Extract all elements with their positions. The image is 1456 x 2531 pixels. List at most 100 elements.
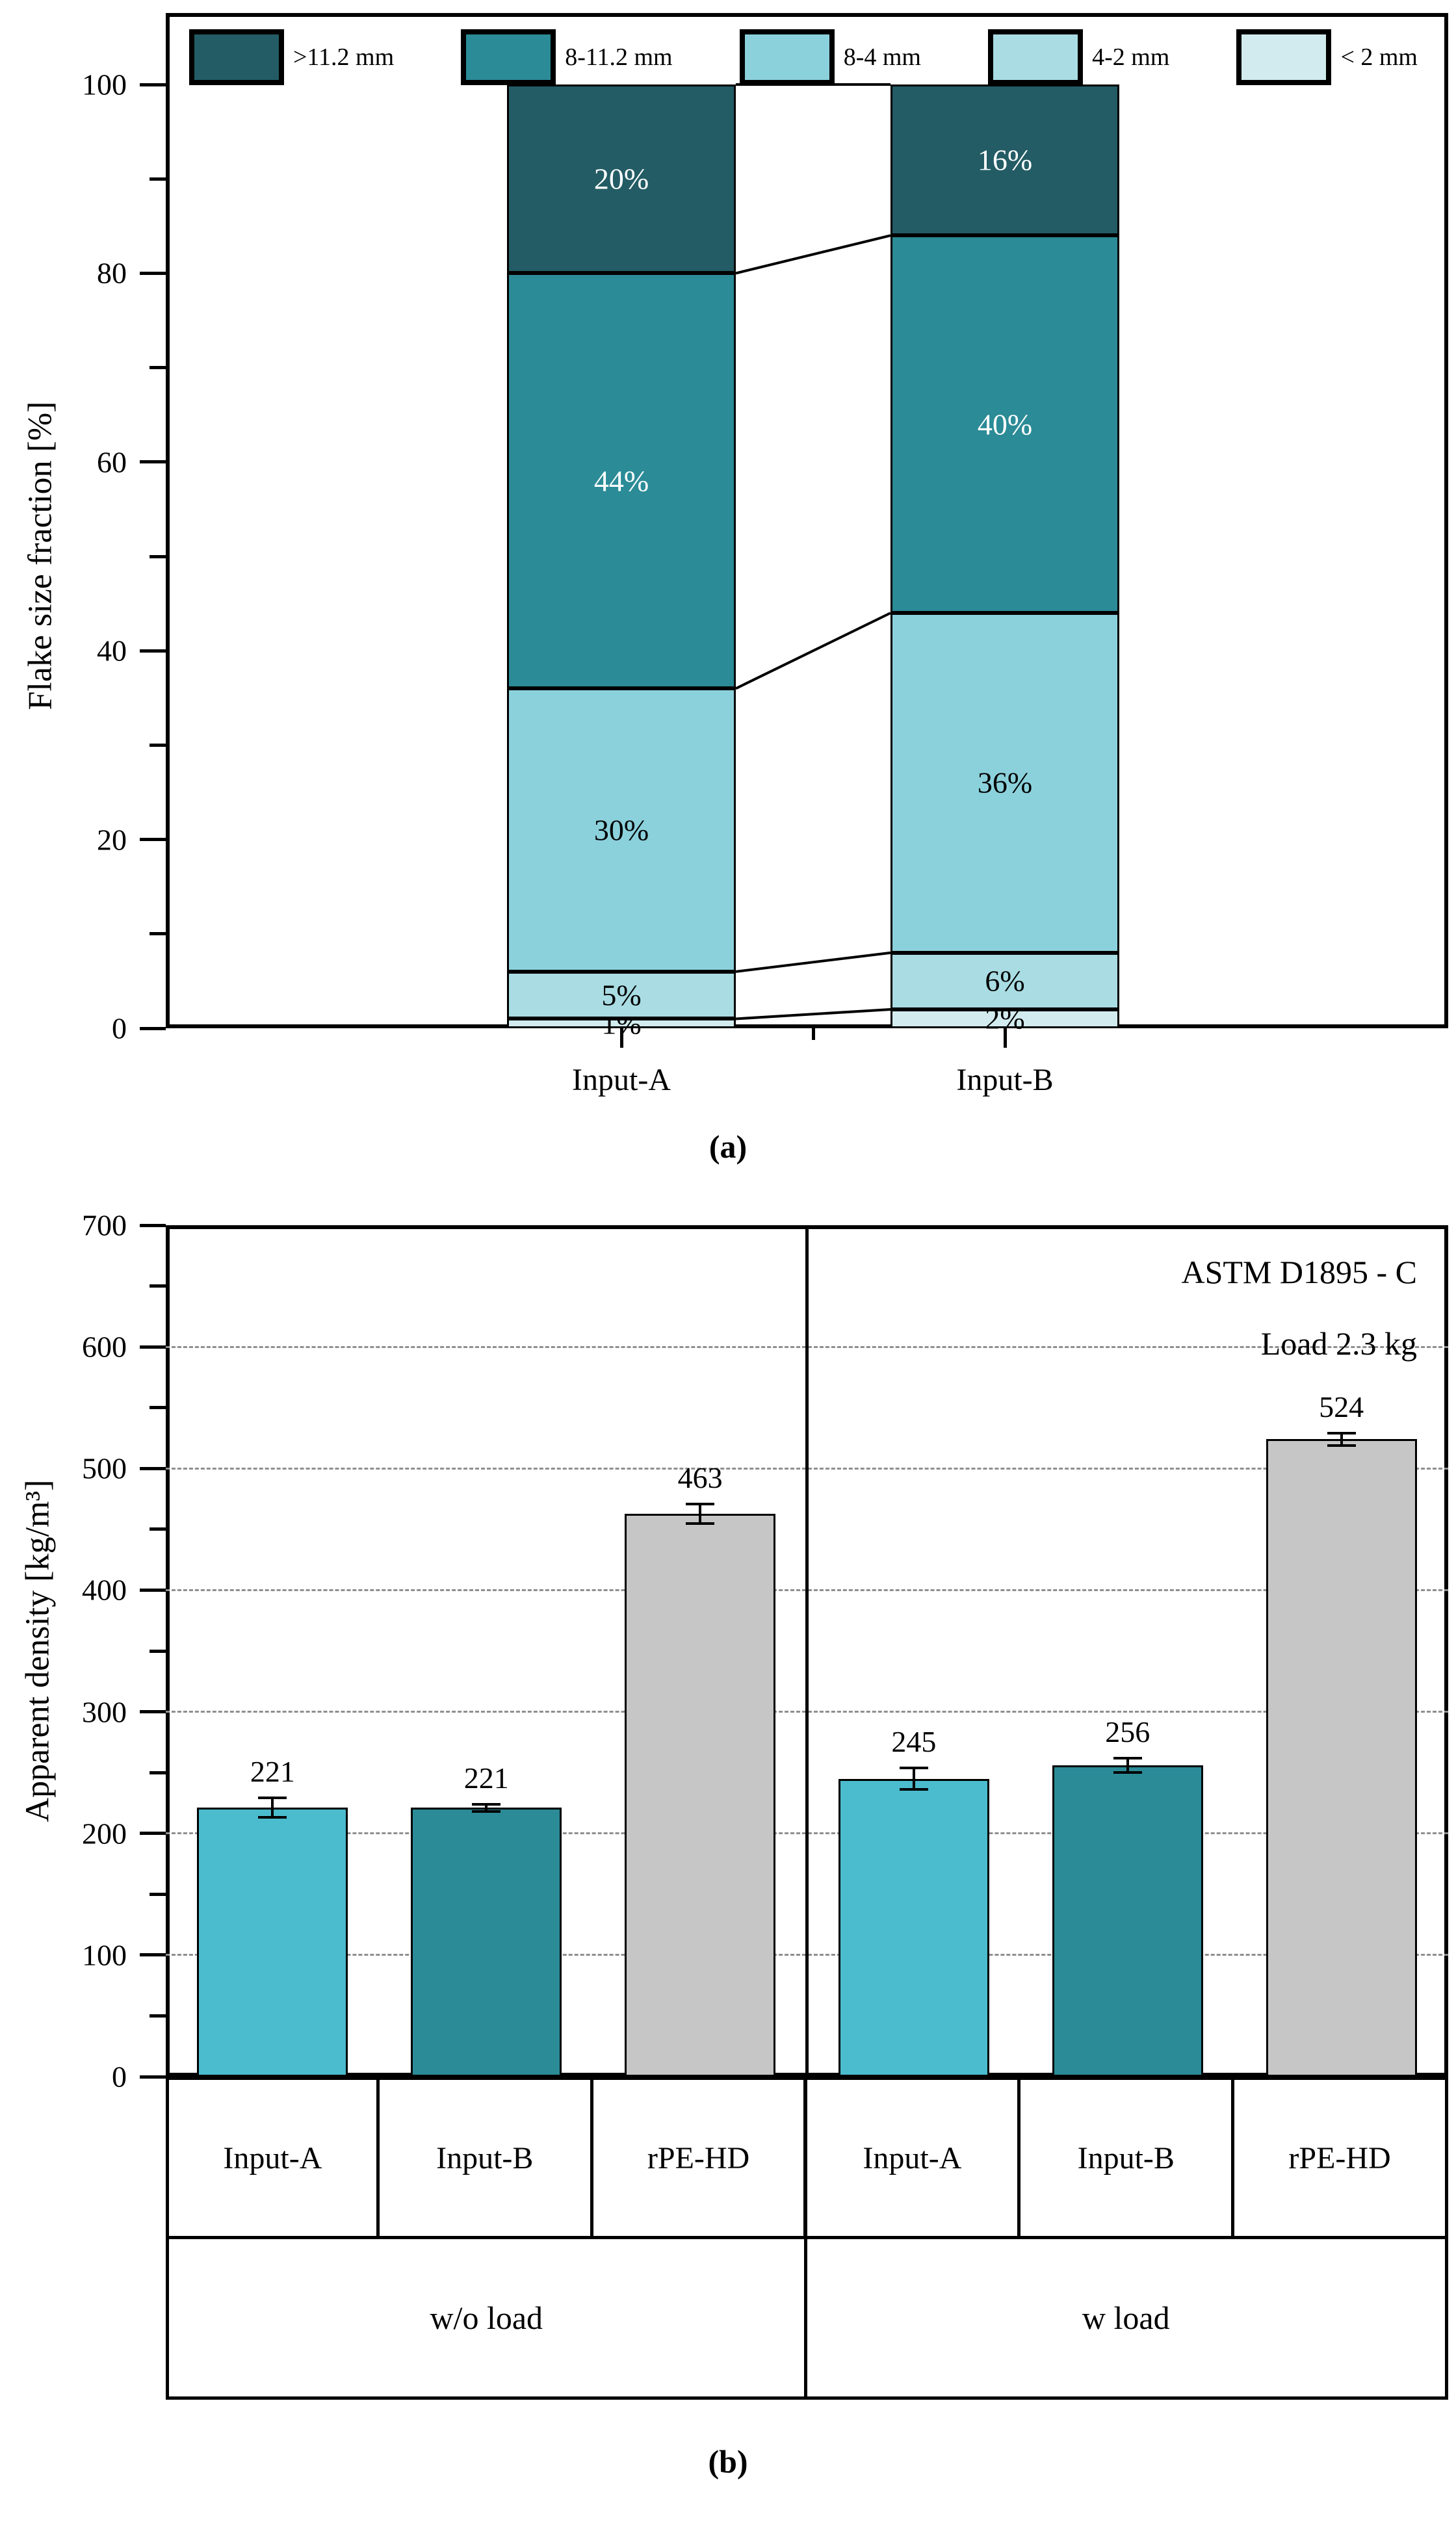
bar-segment-label: 16% — [977, 143, 1033, 177]
legend-label: 4-2 mm — [1092, 44, 1170, 71]
bar-segment-4-2mm — [890, 952, 1119, 1009]
error-bar-line — [1126, 1758, 1129, 1773]
bar-segment-label: 6% — [985, 964, 1025, 998]
y-tick-label: 100 — [82, 68, 127, 101]
y-tick-label: 20 — [97, 823, 127, 857]
error-bar-cap-top — [899, 1766, 928, 1769]
bar-segment-label: 20% — [593, 162, 649, 196]
y-major-tick — [140, 1345, 166, 1349]
y-major-tick — [140, 1588, 166, 1592]
table-cell-category: Input-B — [376, 2077, 593, 2239]
y-minor-tick — [150, 366, 166, 370]
table-cell-group: w/o load — [166, 2236, 807, 2400]
error-bar-line — [912, 1767, 915, 1790]
y-major-tick — [140, 2075, 166, 2079]
y-tick-label: 60 — [97, 445, 127, 479]
bar-value-label: 524 — [1319, 1390, 1364, 1423]
table-cell-category: rPE-HD — [1231, 2077, 1448, 2239]
y-tick-label: 400 — [82, 1573, 127, 1607]
annotation-line-standard: ASTM D1895 - C — [1181, 1254, 1417, 1290]
table-cell-category: Input-A — [166, 2077, 380, 2239]
bar-woload-Input-A — [197, 1808, 348, 2077]
y-tick-label: 80 — [97, 256, 127, 290]
connector-line — [735, 234, 891, 275]
bar-value-label: 256 — [1105, 1715, 1150, 1748]
y-tick-label: 600 — [82, 1330, 127, 1364]
y-tick-label: 100 — [82, 1938, 127, 1972]
y-major-tick — [140, 649, 166, 653]
bar-segment-label: 36% — [977, 766, 1033, 799]
error-bar-line — [271, 1798, 274, 1818]
y-minor-tick — [150, 1406, 166, 1410]
error-bar-cap-bottom — [899, 1788, 928, 1791]
legend-swatch — [1236, 29, 1332, 85]
y-major-tick — [140, 1466, 166, 1470]
y-minor-tick — [150, 1527, 166, 1531]
bar-segment-<2mm — [507, 1019, 736, 1028]
error-bar-cap-top — [472, 1802, 501, 1806]
legend-item: 4-2 mm — [988, 29, 1169, 85]
y-minor-tick — [150, 1284, 166, 1288]
chart-b-annotation: ASTM D1895 - C Load 2.3 kg — [1181, 1236, 1417, 1379]
y-major-tick — [140, 838, 166, 842]
legend-swatch — [988, 29, 1084, 85]
x-minor-tick — [811, 1028, 815, 1040]
connector-lines — [735, 83, 891, 1020]
error-bar-cap-bottom — [686, 1522, 715, 1525]
y-major-tick — [140, 1223, 166, 1227]
y-tick-label: 0 — [112, 2060, 127, 2094]
annotation-line-load: Load 2.3 kg — [1260, 1325, 1417, 1362]
error-bar-cap-bottom — [258, 1816, 287, 1819]
y-major-tick — [140, 1026, 166, 1030]
bar-segment-8-11.2mm — [890, 235, 1119, 614]
table-cell-category: Input-A — [803, 2077, 1021, 2239]
y-major-tick — [140, 1832, 166, 1836]
y-tick-label: 700 — [82, 1208, 127, 1242]
y-tick-label: 40 — [97, 634, 127, 668]
y-major-tick — [140, 1953, 166, 1957]
error-bar-line — [699, 1503, 702, 1524]
chart-b-plot-area — [166, 1225, 1448, 2077]
legend-label: < 2 mm — [1340, 44, 1418, 71]
bar-segment-label: 40% — [977, 408, 1033, 441]
bar-segment-8-11.2mm — [507, 273, 736, 689]
legend-item: < 2 mm — [1236, 29, 1418, 85]
y-tick-label: 0 — [112, 1011, 127, 1045]
bar-value-label: 221 — [250, 1755, 295, 1789]
y-major-tick — [140, 271, 166, 275]
error-bar-cap-bottom — [1113, 1771, 1142, 1774]
y-minor-tick — [150, 932, 166, 936]
bar-value-label: 245 — [891, 1724, 937, 1758]
y-tick-label: 200 — [82, 1817, 127, 1850]
bar-segment-label: 5% — [601, 978, 642, 1012]
error-bar-line — [1340, 1433, 1343, 1446]
y-major-tick — [140, 83, 166, 86]
y-minor-tick — [150, 743, 166, 747]
table-cell-category: Input-B — [1017, 2077, 1235, 2239]
legend-label: >11.2 mm — [293, 44, 395, 71]
chart-b-caption: (b) — [708, 2443, 748, 2480]
chart-a-plot-area: >11.2 mm 8-11.2 mm 8-4 mm 4-2 mm < 2 mm 1% 5%… — [166, 13, 1448, 1040]
error-bar-line — [485, 1804, 488, 1812]
y-tick-label: 500 — [82, 1451, 127, 1485]
y-minor-tick — [150, 177, 166, 181]
error-bar-cap-top — [258, 1797, 287, 1800]
error-bar-cap-bottom — [1327, 1444, 1356, 1447]
y-minor-tick — [150, 2014, 166, 2018]
bar-wload-rPE-HD — [1266, 1439, 1417, 2077]
y-major-tick — [140, 1710, 166, 1714]
bar-segment-8-4mm — [507, 688, 736, 972]
bar-segment-label: 30% — [593, 813, 649, 847]
chart-a-legend: >11.2 mm 8-11.2 mm 8-4 mm 4-2 mm < 2 mm — [189, 25, 1418, 90]
y-minor-tick — [150, 1649, 166, 1653]
y-minor-tick — [150, 1892, 166, 1896]
table-cell-group: w load — [803, 2236, 1448, 2400]
legend-swatch — [739, 29, 835, 85]
connector-line — [735, 951, 891, 973]
bar-segment-<2mm — [890, 1009, 1119, 1028]
legend-label: 8-4 mm — [843, 44, 921, 71]
bar-segment->11.2mm — [890, 84, 1119, 236]
error-bar-cap-bottom — [472, 1810, 501, 1813]
connector-line — [735, 1007, 891, 1020]
